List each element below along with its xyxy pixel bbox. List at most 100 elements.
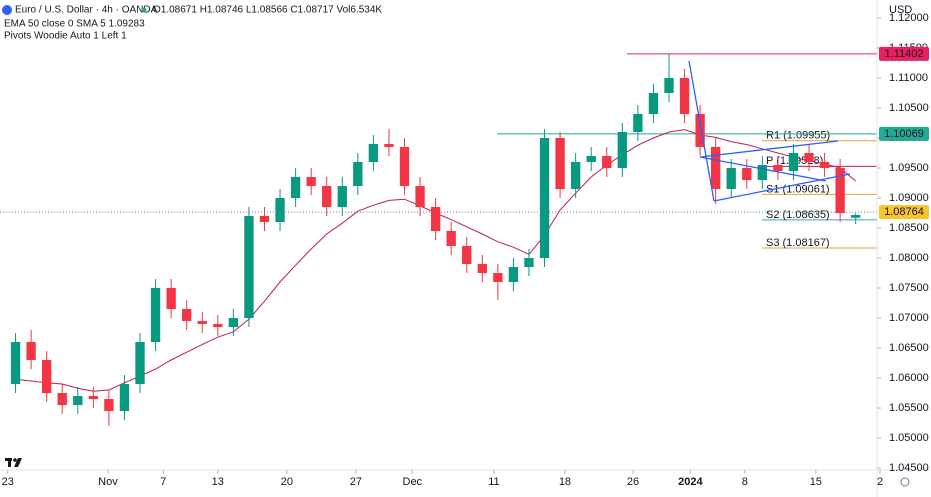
logo-part	[14, 458, 22, 467]
x-tick-label: 20	[281, 476, 293, 488]
candle-body	[10, 342, 21, 385]
x-tick-label: 15	[810, 476, 822, 488]
x-tick-label: 18	[559, 476, 571, 488]
candle-body	[773, 165, 783, 172]
settings-icon[interactable]	[900, 477, 910, 487]
candle-body	[368, 144, 379, 163]
currency: USD	[889, 4, 912, 16]
candle-body	[384, 144, 394, 148]
candle-body	[228, 318, 239, 328]
candle-body	[555, 138, 565, 190]
y-tick-label: 1.06500	[889, 342, 929, 354]
y-tick-label: 1.08000	[889, 252, 929, 264]
y-tick-label: 1.09000	[889, 192, 929, 204]
price-badge-label: 1.10069	[884, 128, 924, 140]
trendlines	[688, 60, 851, 202]
price-badge	[879, 126, 929, 141]
trendline	[699, 156, 827, 182]
logo-part	[8, 458, 11, 467]
candle-body	[104, 399, 114, 412]
candle-body	[26, 342, 36, 361]
trendline	[713, 173, 851, 202]
x-tick-label: 13	[212, 476, 224, 488]
candle-body	[819, 162, 830, 169]
candle-body	[57, 393, 67, 406]
candle-body	[259, 216, 270, 223]
candle-body	[788, 153, 799, 172]
candle-body	[337, 186, 347, 208]
symbol-title: Euro / U.S. Dollar · 4h · OANDA	[15, 5, 158, 16]
candle-body	[415, 186, 425, 208]
candle-body	[119, 384, 130, 412]
candle-body	[197, 321, 207, 325]
x-tick-label: 2	[877, 476, 883, 488]
candle-body	[539, 138, 550, 259]
plot-area: R1 (1.09955)P (1.09528)S1 (1.09061)S2 (1…	[0, 53, 877, 427]
candle-body	[524, 258, 534, 268]
price-axis	[877, 0, 931, 497]
symbol-icon	[2, 5, 12, 15]
candle-body	[73, 396, 83, 406]
y-tick-label: 1.07500	[889, 282, 929, 294]
candle-body	[711, 147, 721, 190]
candle-body	[135, 342, 145, 385]
y-tick-label: 1.08500	[889, 222, 929, 234]
price-badge	[879, 205, 929, 220]
candle-body	[835, 168, 845, 214]
x-tick-label: 23	[2, 476, 14, 488]
candle-body	[353, 162, 363, 187]
time-axis	[0, 470, 877, 497]
x-tick-label: 8	[742, 476, 748, 488]
candle-body	[182, 309, 192, 322]
price-badge-label: 1.11402	[885, 48, 924, 60]
candle-body	[570, 162, 581, 190]
candle-body	[322, 186, 332, 208]
candle-body	[664, 78, 674, 94]
price-badge-label: 1.08764	[884, 206, 924, 218]
trendline	[699, 140, 839, 158]
candle-body	[290, 177, 301, 199]
ohlc-label: O1.08671 H1.08746 L1.08566 C1.08717 Vol6…	[153, 5, 382, 16]
pivot-label: S1 (1.09061)	[766, 183, 830, 195]
logo	[5, 458, 22, 467]
candle-body	[244, 216, 254, 319]
y-tick-label: 1.05500	[889, 402, 929, 414]
candle-body	[851, 214, 861, 218]
y-tick-label: 1.10500	[889, 102, 929, 114]
x-tick-label: 26	[627, 476, 639, 488]
y-tick-label: 1.11000	[889, 72, 928, 84]
indicator-label: EMA 50 close 0 SMA 5 1.09283	[4, 19, 145, 30]
y-tick-label: 1.12000	[889, 12, 929, 24]
candle-body	[166, 288, 176, 310]
y-tick-label: 1.05000	[889, 432, 929, 444]
status-dot	[141, 7, 147, 13]
candle-body	[42, 360, 52, 394]
candle-body	[586, 156, 596, 163]
candle-body	[462, 246, 472, 265]
candle-body	[430, 207, 441, 232]
candle-body	[493, 273, 503, 283]
candle-body	[742, 168, 752, 181]
y-tick-label: 1.04500	[889, 462, 929, 474]
y-tick-label: 1.07000	[889, 312, 929, 324]
x-tick-label: 7	[160, 476, 166, 488]
candle-body	[804, 153, 814, 163]
y-tick-label: 1.09500	[889, 162, 929, 174]
x-tick-label: Nov	[98, 476, 118, 488]
x-tick-label: 11	[488, 476, 499, 488]
candle-body	[602, 156, 612, 169]
candle-body	[275, 198, 285, 223]
candle-body	[633, 114, 643, 133]
pivot-label: S3 (1.08167)	[766, 237, 830, 249]
candle-body	[648, 93, 659, 115]
x-tick-label: 27	[350, 476, 362, 488]
candle-body	[726, 168, 736, 190]
candle-body	[508, 267, 519, 283]
candle-body	[695, 114, 705, 148]
candle-body	[399, 147, 410, 187]
candle-body	[446, 231, 456, 247]
candle-body	[679, 78, 690, 115]
axis-labels: 1.120001.115001.110001.105001.100001.095…	[2, 12, 929, 488]
y-tick-label: 1.06000	[889, 372, 929, 384]
candle-body	[757, 165, 768, 181]
